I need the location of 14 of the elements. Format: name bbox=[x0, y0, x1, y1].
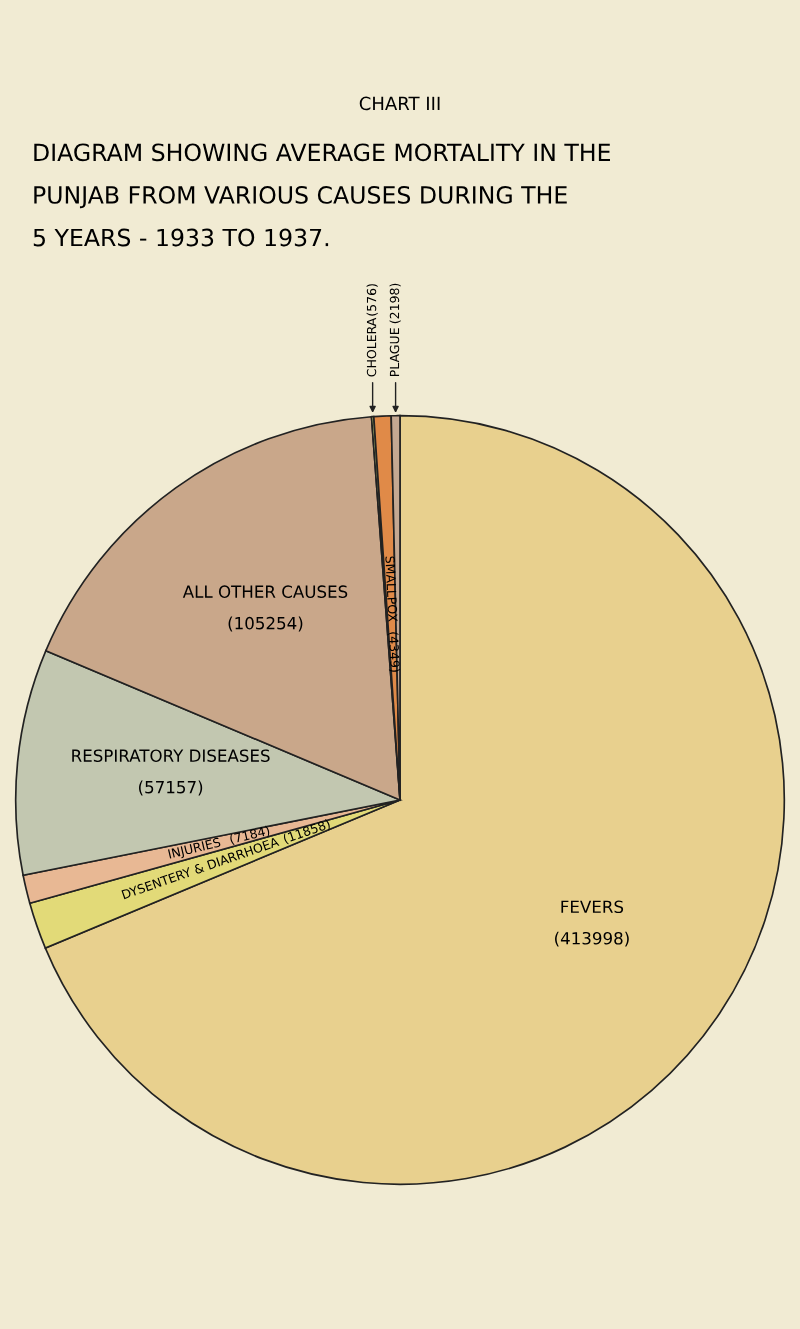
slice-label: CHOLERA bbox=[366, 317, 377, 377]
data-label: (57157) bbox=[139, 780, 203, 796]
slice-label: ALL OTHER CAUSES bbox=[182, 585, 348, 598]
slice-label: FEVERS bbox=[561, 900, 624, 914]
data-label: (105254) bbox=[228, 616, 303, 632]
data-label: (413998) bbox=[555, 931, 629, 947]
data-label: (4349) bbox=[387, 632, 401, 672]
data-label: (576) bbox=[366, 284, 378, 316]
data-label: (2198) bbox=[389, 283, 401, 324]
slice-label: RESPIRATORY DISEASES bbox=[72, 749, 270, 762]
chart-title: CHART III bbox=[359, 96, 440, 111]
chart-subtitle: DIAGRAM SHOWING AVERAGE MORTALITY IN THE PUNJAB FROM VARIOUS CAUSES DURING THE 5 YEARS - 1933 TO 1937. bbox=[33, 143, 610, 247]
slice-label: SMALLPOX bbox=[385, 556, 398, 622]
slice-label: PLAGUE bbox=[389, 328, 400, 377]
